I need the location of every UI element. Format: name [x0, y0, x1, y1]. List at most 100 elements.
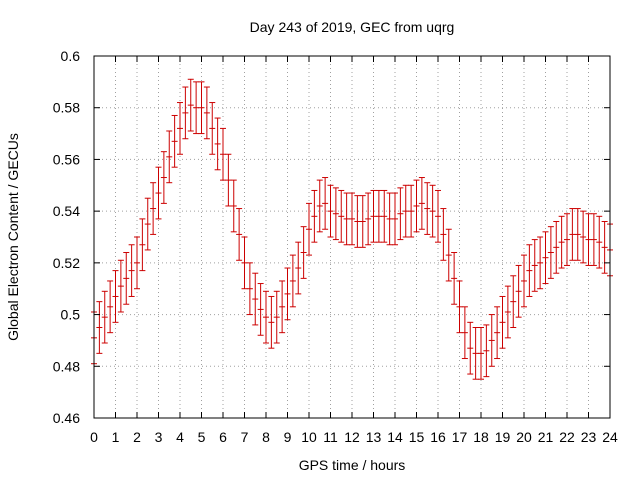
error-bar-point [252, 272, 259, 326]
x-tick-label: 13 [366, 429, 382, 445]
error-bar-point [553, 220, 560, 274]
error-bar-point [225, 153, 232, 207]
x-axis-label: GPS time / hours [299, 457, 406, 473]
x-tick-label: 11 [323, 429, 338, 445]
error-bar-point [402, 184, 409, 238]
error-bar-point [177, 102, 183, 155]
error-bar-point [128, 244, 135, 297]
x-tick-label: 3 [155, 429, 163, 445]
y-tick-label: 0.58 [53, 100, 80, 116]
x-tick-label: 22 [559, 429, 575, 445]
error-bar-point [429, 184, 436, 238]
error-bar-point [203, 86, 210, 140]
x-tick-label: 23 [581, 429, 597, 445]
error-bar-point [150, 182, 157, 235]
error-bar-point [531, 239, 538, 292]
error-bar-point [187, 78, 194, 132]
error-bar-point [585, 213, 592, 266]
chart-title: Day 243 of 2019, GEC from uqrg [250, 19, 455, 35]
error-bar-point [596, 215, 603, 269]
error-bar-point [182, 86, 189, 140]
y-tick-label: 0.52 [53, 255, 80, 271]
error-bar-point [160, 151, 167, 204]
error-bar-point [134, 236, 140, 290]
error-bar-point [273, 290, 280, 344]
error-bar-point [370, 189, 377, 243]
error-bar-point [263, 290, 269, 344]
error-bar-point [440, 208, 447, 261]
error-bar-point [322, 177, 329, 230]
error-bar-point [542, 231, 549, 285]
error-bar-point [392, 192, 398, 246]
x-tick-label: 24 [602, 429, 618, 445]
error-bar-point [144, 197, 151, 251]
error-bar-point [338, 189, 345, 243]
error-bar-point [117, 259, 124, 313]
y-tick-label: 0.6 [61, 48, 81, 64]
error-bar-point [456, 280, 463, 334]
error-bar-point [413, 179, 420, 233]
error-bar-point [472, 327, 479, 380]
error-bar-point [488, 314, 495, 367]
error-bar-point [198, 81, 205, 135]
x-tick-label: 19 [495, 429, 511, 445]
error-bar-point [316, 179, 323, 233]
x-axis-ticks: 0 1 2 3 4 5 6 7 8 9 10 11 12 13 14 15 16 17 18 19 20 21 22 23 24 [90, 56, 618, 445]
x-tick-label: 2 [133, 429, 141, 445]
x-tick-label: 0 [90, 429, 98, 445]
y-axis-ticks: 0.46 0.48 0.5 0.52 0.54 0.56 0.58 0.6 [53, 48, 610, 426]
x-tick-label: 12 [344, 429, 360, 445]
error-bar-point [268, 295, 275, 349]
x-tick-label: 4 [176, 429, 184, 445]
y-axis-label: Global Electron Content / GECUs [5, 133, 21, 341]
error-bar-point [435, 189, 441, 243]
error-bar-point [515, 264, 522, 318]
error-bar-point [349, 192, 355, 246]
error-bar-point [96, 301, 103, 354]
error-bar-point [343, 192, 350, 246]
x-tick-label: 18 [473, 429, 489, 445]
error-bar-point [521, 254, 527, 308]
error-bar-point [230, 179, 237, 233]
error-bar-point [499, 295, 506, 349]
error-bar-point [526, 244, 533, 297]
x-tick-label: 9 [284, 429, 292, 445]
error-bar-point [569, 208, 576, 261]
error-bar-point [494, 306, 501, 360]
error-bar-point [510, 275, 517, 328]
y-tick-label: 0.48 [53, 358, 80, 374]
error-bar-point [123, 252, 130, 305]
error-bar-point [257, 283, 264, 336]
error-bar-point [332, 187, 339, 241]
error-bar-point [101, 290, 108, 344]
error-bar-point [424, 182, 431, 235]
error-bar-point [236, 208, 243, 261]
x-tick-label: 8 [262, 429, 270, 445]
error-bar-point [375, 189, 382, 243]
error-bar-point [386, 192, 393, 246]
error-bar-point [504, 285, 511, 339]
error-bar-point [590, 213, 597, 266]
error-bar-point [139, 218, 146, 272]
error-bar-point [295, 241, 302, 295]
error-bar-point [445, 228, 452, 282]
error-bar-point [397, 187, 404, 241]
error-bar-point [246, 262, 253, 316]
error-bar-point [220, 127, 226, 181]
error-bar-point [558, 215, 565, 269]
error-bar-point [241, 236, 248, 290]
error-bar-point [327, 184, 334, 238]
error-bar-point [601, 220, 608, 274]
error-bar-point [155, 166, 162, 220]
error-bar-point [171, 114, 178, 168]
error-bar-point [461, 306, 468, 360]
error-bar-point [483, 324, 490, 378]
error-bar-point [537, 236, 544, 290]
y-tick-label: 0.46 [53, 410, 80, 426]
x-tick-label: 10 [301, 429, 317, 445]
error-bar-point [166, 130, 173, 184]
error-bar-point [381, 189, 388, 243]
x-tick-label: 21 [538, 429, 554, 445]
y-tick-label: 0.56 [53, 151, 80, 167]
error-bar-point [547, 226, 554, 279]
